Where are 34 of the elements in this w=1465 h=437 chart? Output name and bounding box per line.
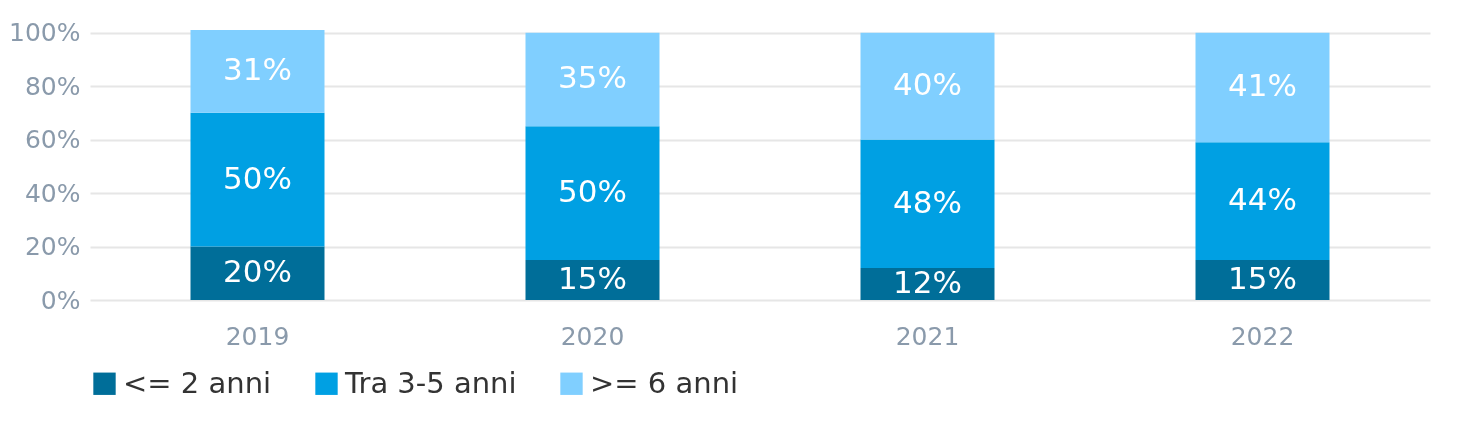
data-label: 40% xyxy=(893,66,962,103)
y-tick-label: 60% xyxy=(24,125,81,155)
data-label: 48% xyxy=(893,183,962,220)
x-tick-label: 2020 xyxy=(560,321,625,351)
y-tick-label: 100% xyxy=(9,18,81,48)
data-label: 35% xyxy=(558,59,627,96)
bar xyxy=(525,126,660,260)
bar xyxy=(1195,32,1330,143)
data-label: 15% xyxy=(558,259,627,296)
legend-label: <= 2 anni xyxy=(123,365,272,400)
y-tick-label: 40% xyxy=(24,178,81,208)
x-tick-label: 2021 xyxy=(895,321,960,351)
data-label: 15% xyxy=(1228,259,1297,296)
bar xyxy=(190,112,325,247)
data-label: 41% xyxy=(1228,67,1297,104)
legend-label: >= 6 anni xyxy=(590,365,739,400)
data-label: 50% xyxy=(558,173,627,210)
bar xyxy=(860,139,995,268)
y-tick-label: 80% xyxy=(24,71,81,101)
data-label: 50% xyxy=(223,159,292,196)
bar xyxy=(860,32,995,140)
bar xyxy=(190,30,325,113)
legend-label: Tra 3-5 anni xyxy=(344,365,517,400)
data-label: 44% xyxy=(1228,181,1297,218)
y-tick-label: 20% xyxy=(24,232,81,262)
bar xyxy=(525,32,660,127)
data-label: 12% xyxy=(893,263,962,300)
bar xyxy=(190,246,325,300)
data-label: 20% xyxy=(223,253,292,290)
x-tick-label: 2022 xyxy=(1230,321,1295,351)
bar xyxy=(1195,142,1330,260)
data-label: 31% xyxy=(223,51,292,88)
x-tick-label: 2019 xyxy=(225,321,290,351)
y-tick-label: 0% xyxy=(40,285,81,315)
